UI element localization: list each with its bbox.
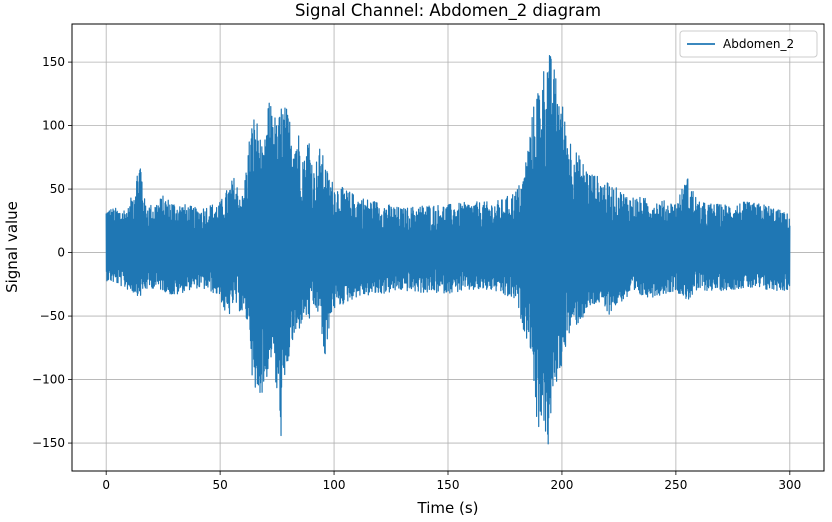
x-axis-label: Time (s) [417, 499, 479, 517]
y-tick-label: 150 [42, 55, 65, 69]
y-tick-label: 50 [50, 182, 65, 196]
x-tick-label: 50 [212, 478, 227, 492]
y-tick-label: −100 [32, 373, 65, 387]
legend-label: Abdomen_2 [723, 37, 794, 51]
legend-box [679, 30, 818, 58]
y-tick-label: 100 [42, 119, 65, 133]
x-tick-label: 100 [323, 478, 346, 492]
y-axis-label: Signal value [3, 201, 21, 293]
y-tick-label: 0 [57, 246, 65, 260]
legend: Abdomen_2 [679, 30, 818, 58]
series-group [105, 54, 791, 445]
x-axis: 0 50 100 150 200 250 300 [102, 471, 801, 492]
series-line-abdomen-2 [105, 54, 791, 445]
x-tick-label: 0 [102, 478, 110, 492]
y-tick-label: −50 [40, 309, 65, 323]
x-tick-label: 250 [664, 478, 687, 492]
chart-title: Signal Channel: Abdomen_2 diagram [295, 1, 601, 21]
x-tick-label: 300 [778, 478, 801, 492]
y-tick-label: −150 [32, 436, 65, 450]
y-axis: −150 −100 −50 0 50 100 150 [32, 55, 72, 450]
x-tick-label: 200 [550, 478, 573, 492]
x-tick-label: 150 [437, 478, 460, 492]
